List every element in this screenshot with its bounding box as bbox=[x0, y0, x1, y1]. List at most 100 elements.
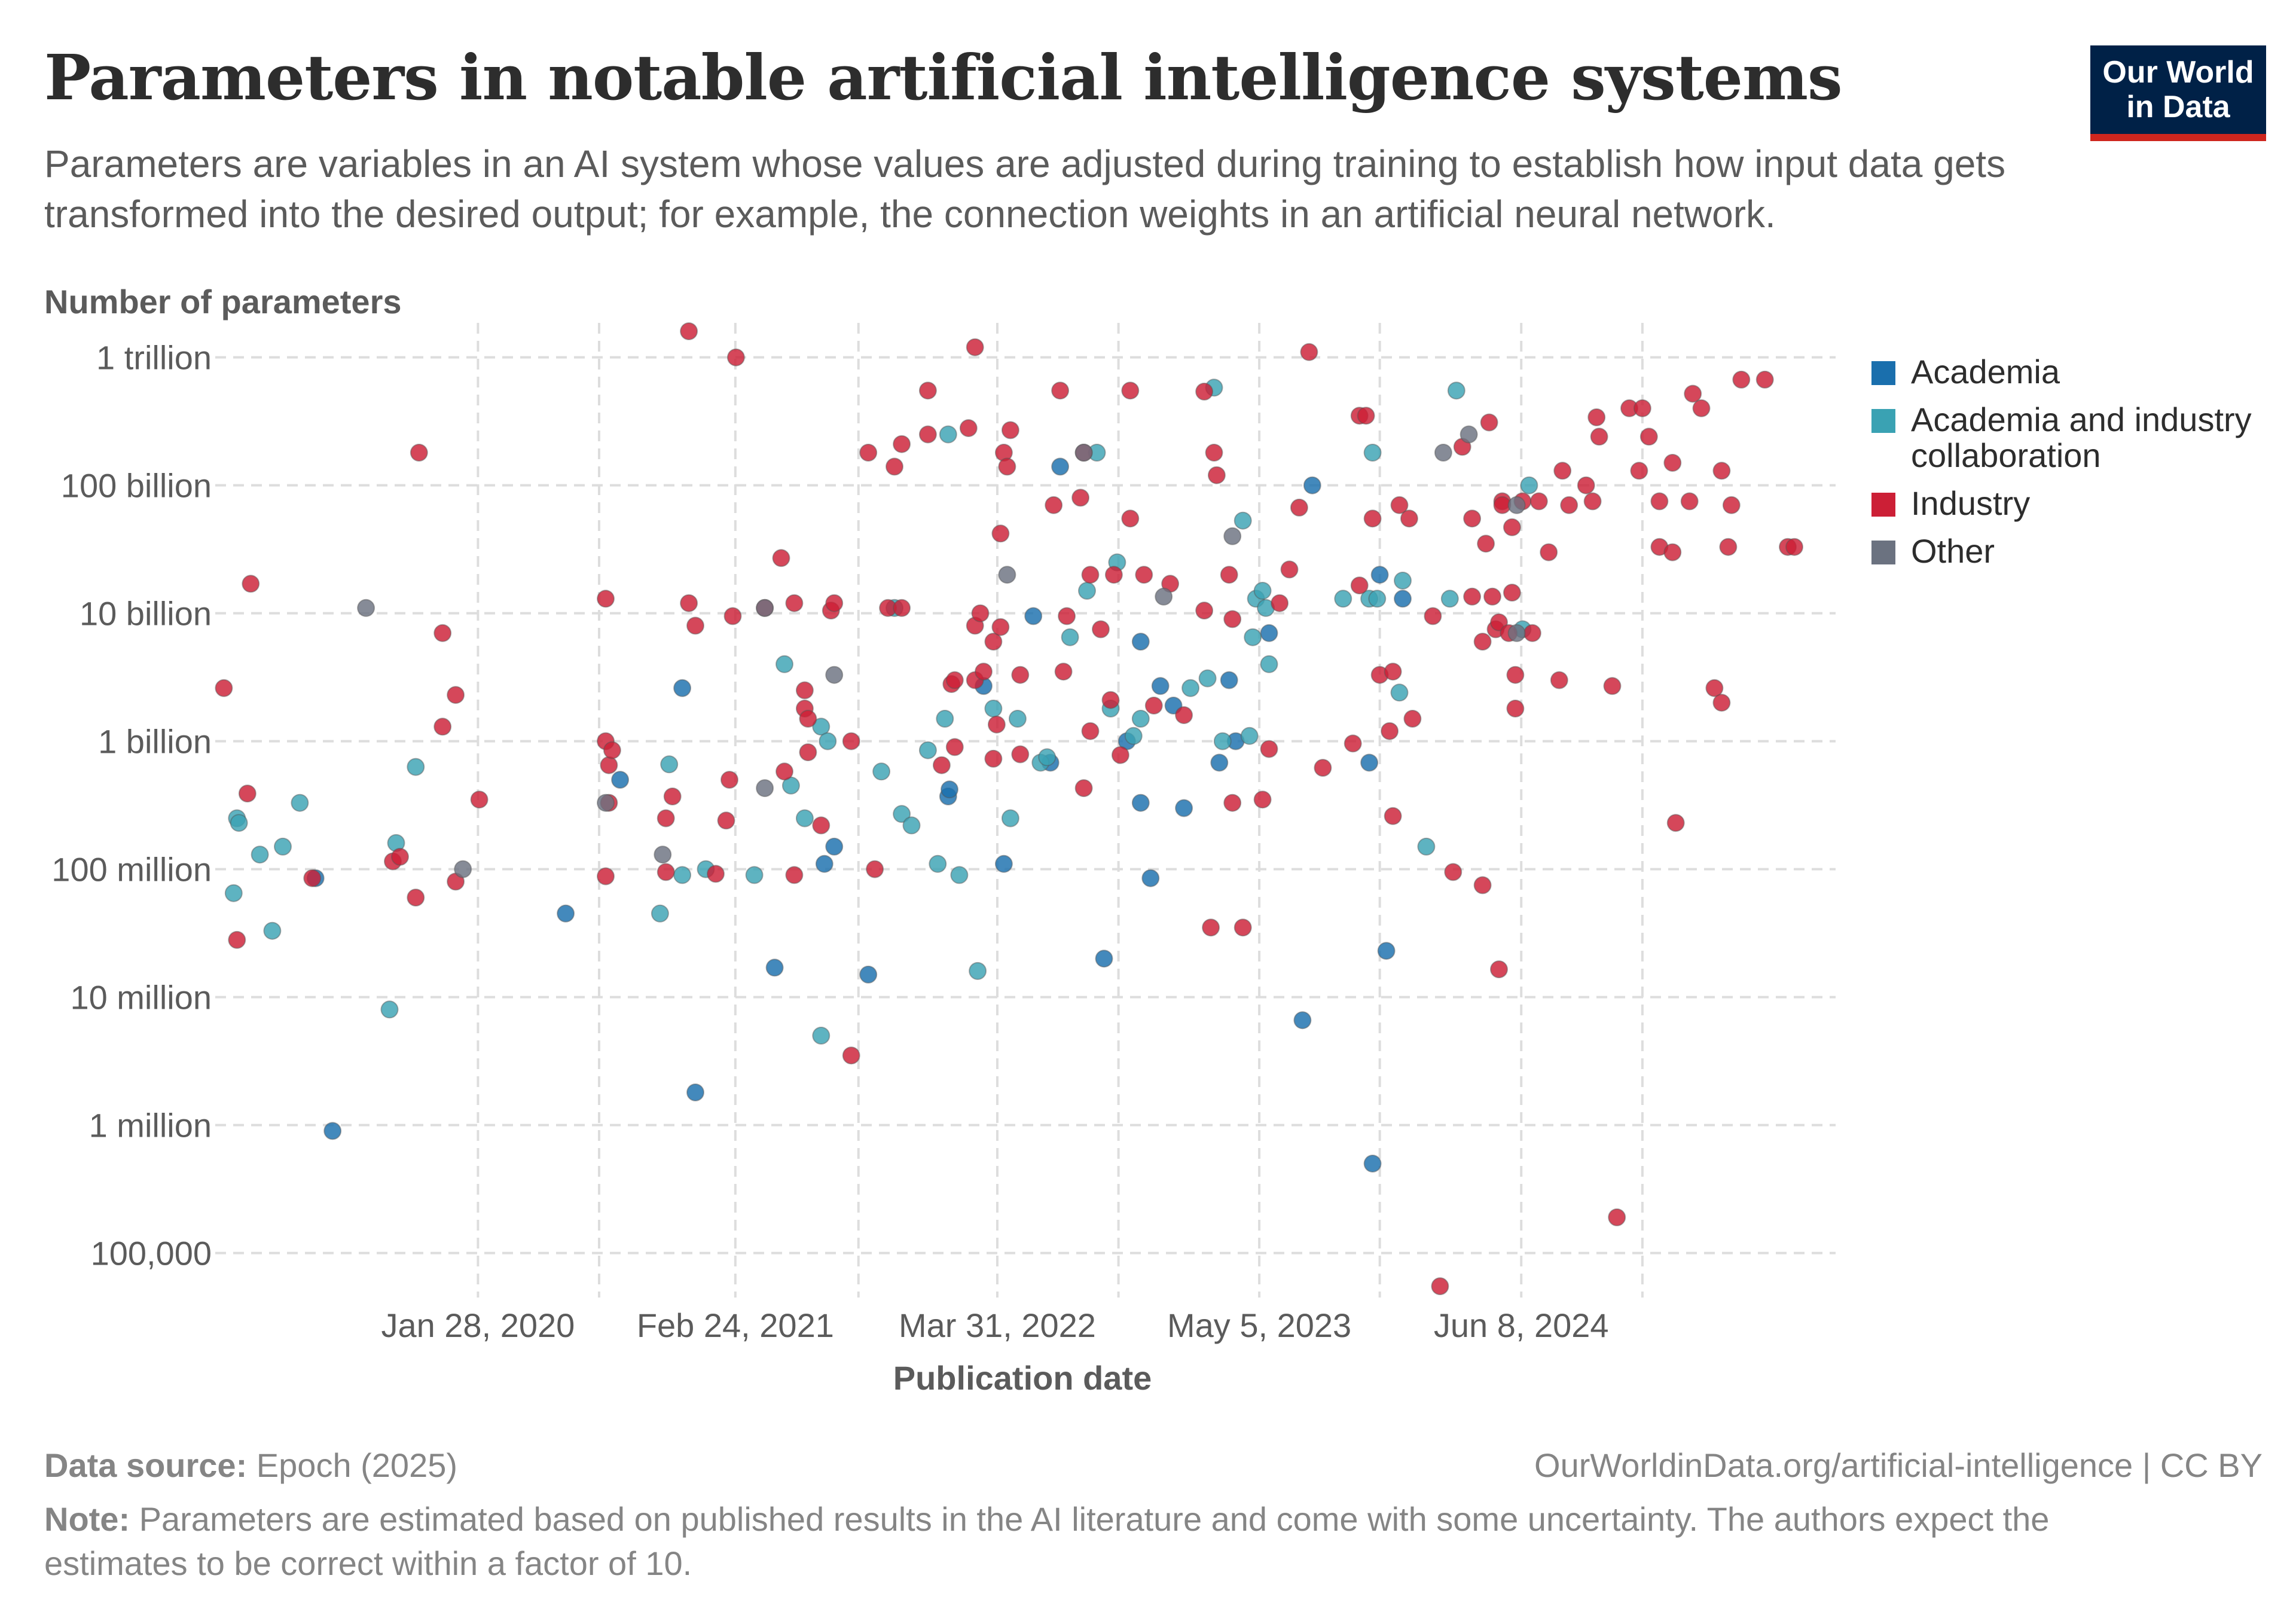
data-point-industry[interactable] bbox=[723, 607, 742, 625]
data-point-industry[interactable] bbox=[959, 419, 978, 437]
data-point-industry[interactable] bbox=[470, 790, 488, 809]
data-point-academia-and-industry-collaboration[interactable] bbox=[1440, 590, 1459, 608]
data-point-academia[interactable] bbox=[1394, 590, 1412, 608]
data-point-industry[interactable] bbox=[975, 663, 993, 681]
data-point-industry[interactable] bbox=[772, 549, 790, 567]
data-point-academia-and-industry-collaboration[interactable] bbox=[812, 1027, 831, 1045]
data-point-industry[interactable] bbox=[1175, 706, 1193, 724]
data-point-industry[interactable] bbox=[1503, 518, 1521, 536]
data-point-industry[interactable] bbox=[1104, 566, 1123, 584]
legend-item-industry[interactable]: Industry bbox=[1871, 486, 2290, 521]
data-point-academia-and-industry-collaboration[interactable] bbox=[1008, 710, 1027, 728]
data-point-industry[interactable] bbox=[597, 867, 615, 886]
owid-logo[interactable]: Our World in Data bbox=[2090, 45, 2266, 141]
data-point-industry[interactable] bbox=[1350, 576, 1369, 595]
data-point-industry[interactable] bbox=[812, 816, 831, 835]
data-point-industry[interactable] bbox=[945, 671, 964, 689]
data-point-industry[interactable] bbox=[1121, 509, 1140, 528]
data-point-industry[interactable] bbox=[799, 743, 817, 762]
data-point-academia[interactable] bbox=[1175, 799, 1193, 817]
data-point-industry[interactable] bbox=[1587, 408, 1606, 426]
data-point-industry[interactable] bbox=[433, 718, 452, 736]
data-point-industry[interactable] bbox=[1135, 566, 1153, 584]
data-point-industry[interactable] bbox=[1529, 492, 1548, 511]
data-point-academia-and-industry-collaboration[interactable] bbox=[251, 845, 269, 864]
data-point-industry[interactable] bbox=[1692, 399, 1711, 417]
data-source-value[interactable]: Epoch (2025) bbox=[256, 1446, 458, 1484]
data-point-academia-and-industry-collaboration[interactable] bbox=[224, 884, 243, 902]
data-point-industry[interactable] bbox=[991, 618, 1010, 636]
data-point-academia-and-industry-collaboration[interactable] bbox=[872, 762, 891, 781]
data-point-other[interactable] bbox=[998, 566, 1016, 584]
legend-item-other[interactable]: Other bbox=[1871, 533, 2290, 569]
data-point-industry[interactable] bbox=[1400, 509, 1418, 528]
data-point-industry[interactable] bbox=[984, 633, 1003, 651]
data-point-industry[interactable] bbox=[1403, 710, 1422, 728]
data-point-academia[interactable] bbox=[994, 854, 1013, 873]
data-point-industry[interactable] bbox=[1503, 584, 1521, 602]
data-point-academia-and-industry-collaboration[interactable] bbox=[1198, 669, 1217, 688]
data-point-industry[interactable] bbox=[1300, 343, 1318, 361]
data-point-industry[interactable] bbox=[1058, 607, 1076, 625]
data-point-academia-and-industry-collaboration[interactable] bbox=[936, 710, 954, 728]
data-point-industry[interactable] bbox=[1260, 740, 1278, 758]
data-point-industry[interactable] bbox=[433, 624, 452, 642]
data-point-academia[interactable] bbox=[1360, 753, 1379, 772]
data-point-industry[interactable] bbox=[720, 771, 738, 789]
data-point-industry[interactable] bbox=[1271, 594, 1289, 612]
data-point-industry[interactable] bbox=[1666, 814, 1685, 832]
data-point-industry[interactable] bbox=[1506, 666, 1525, 684]
data-point-academia-and-industry-collaboration[interactable] bbox=[781, 776, 800, 795]
data-point-academia[interactable] bbox=[1151, 677, 1170, 695]
data-point-industry[interactable] bbox=[1207, 466, 1226, 484]
data-point-industry[interactable] bbox=[1081, 566, 1100, 584]
data-point-academia-and-industry-collaboration[interactable] bbox=[918, 741, 937, 759]
data-point-academia[interactable] bbox=[557, 904, 575, 923]
data-point-industry[interactable] bbox=[842, 732, 860, 750]
data-point-academia-and-industry-collaboration[interactable] bbox=[1244, 628, 1262, 646]
data-point-academia[interactable] bbox=[1024, 607, 1043, 625]
data-point-industry[interactable] bbox=[1253, 790, 1272, 809]
data-point-industry[interactable] bbox=[1608, 1208, 1626, 1226]
data-point-academia[interactable] bbox=[1095, 950, 1113, 968]
data-point-academia-and-industry-collaboration[interactable] bbox=[407, 758, 425, 776]
data-point-industry[interactable] bbox=[238, 784, 257, 803]
data-point-industry[interactable] bbox=[825, 594, 844, 612]
data-point-industry[interactable] bbox=[1092, 620, 1110, 639]
data-point-industry[interactable] bbox=[775, 762, 793, 781]
data-point-industry[interactable] bbox=[1490, 960, 1508, 979]
data-point-academia-and-industry-collaboration[interactable] bbox=[1394, 572, 1412, 590]
data-point-industry[interactable] bbox=[1363, 509, 1382, 528]
data-point-industry[interactable] bbox=[945, 738, 964, 756]
data-point-industry[interactable] bbox=[242, 575, 260, 593]
data-point-industry[interactable] bbox=[215, 679, 233, 697]
data-point-other[interactable] bbox=[357, 599, 375, 617]
data-point-industry[interactable] bbox=[1663, 543, 1682, 561]
data-point-other[interactable] bbox=[1507, 624, 1526, 642]
data-point-industry[interactable] bbox=[707, 865, 725, 883]
data-point-academia-and-industry-collaboration[interactable] bbox=[660, 755, 679, 774]
data-point-industry[interactable] bbox=[1205, 444, 1223, 462]
data-point-academia[interactable] bbox=[1370, 566, 1389, 584]
data-point-academia-and-industry-collaboration[interactable] bbox=[1181, 679, 1200, 697]
data-point-industry[interactable] bbox=[1506, 700, 1525, 718]
data-point-industry[interactable] bbox=[866, 860, 884, 878]
data-point-academia-and-industry-collaboration[interactable] bbox=[984, 700, 1003, 718]
data-point-industry[interactable] bbox=[680, 594, 698, 612]
data-point-academia-and-industry-collaboration[interactable] bbox=[673, 866, 692, 884]
data-point-academia-and-industry-collaboration[interactable] bbox=[1260, 655, 1278, 673]
data-point-industry[interactable] bbox=[1722, 496, 1741, 514]
data-point-industry[interactable] bbox=[1223, 610, 1242, 628]
data-point-industry[interactable] bbox=[1463, 587, 1482, 606]
data-point-academia[interactable] bbox=[1377, 942, 1396, 960]
data-point-academia[interactable] bbox=[765, 958, 784, 977]
data-point-industry[interactable] bbox=[1560, 496, 1578, 514]
data-point-industry[interactable] bbox=[1195, 382, 1214, 401]
data-point-industry[interactable] bbox=[680, 322, 698, 340]
data-point-industry[interactable] bbox=[407, 889, 425, 907]
data-point-academia[interactable] bbox=[1051, 457, 1070, 476]
data-point-industry[interactable] bbox=[918, 381, 937, 400]
data-point-other[interactable] bbox=[825, 666, 844, 684]
data-point-industry[interactable] bbox=[1314, 759, 1332, 777]
data-point-industry[interactable] bbox=[984, 749, 1003, 768]
